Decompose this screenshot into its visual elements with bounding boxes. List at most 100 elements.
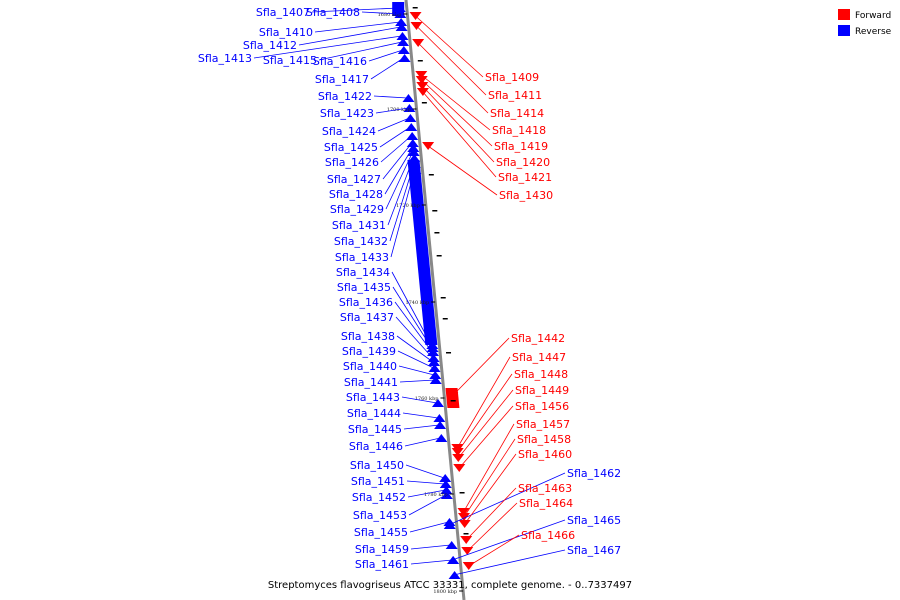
leader-line [368,49,403,62]
gene-label: Sfla_1427 [327,173,381,186]
leader-line [375,107,409,114]
reverse-gene-feature [402,94,415,102]
reverse-gene-feature [397,46,410,54]
gene-label: Sfla_1451 [351,475,405,488]
gene-label: Sfla_1450 [350,459,404,472]
legend-swatch-forward [838,9,850,20]
leader-line [361,11,400,15]
gene-label: Sfla_1464 [519,497,573,510]
leader-line [427,145,498,196]
gene-label: Sfla_1428 [329,188,383,201]
leader-line [397,350,434,369]
leader-line [318,41,403,61]
gene-label: Sfla_1438 [341,330,395,343]
reverse-gene-feature [429,371,442,379]
leader-line [465,487,517,541]
leader-line [466,502,518,552]
gene-label: Sfla_1412 [243,39,297,52]
reverse-gene-block [392,2,405,16]
kbp-ticks: 1680 kbp 1700 kbp 1720 kbp 1740 kbp 1760 kbp… [378,12,464,595]
minor-feature-mark [417,60,423,62]
tick-label: 1760 kbp [415,396,439,402]
reverse-gene-feature [398,54,411,62]
forward-gene-block [445,388,460,408]
gene-label: Sfla_1429 [330,203,384,216]
minor-feature-mark [442,318,448,320]
leader-line [387,157,414,226]
reverse-gene-feature [427,348,440,356]
reverse-gene-feature [439,480,452,488]
gene-label: Sfla_1463 [518,482,572,495]
reverse-gene-feature [407,144,420,152]
gene-label: Sfla_1439 [342,345,396,358]
reverse-gene-feature [434,421,447,429]
gene-label: Sfla_1459 [355,543,409,556]
gene-label: Sfla_1461 [355,558,409,571]
gene-label: Sfla_1417 [315,73,369,86]
leader-line [451,519,566,561]
gene-label: Sfla_1410 [259,26,313,39]
leader-line [380,135,412,163]
leader-line [398,365,435,376]
gene-label: Sfla_1452 [352,491,406,504]
gene-label: Sfla_1460 [518,448,572,461]
leader-line [379,126,411,148]
reverse-gene-block [407,160,438,345]
gene-label: Sfla_1436 [339,296,393,309]
gene-label: Sfla_1426 [325,156,379,169]
leader-line [415,15,484,78]
reverse-gene-feature [404,114,417,122]
gene-label: Sfla_1420 [496,156,550,169]
gene-label: Sfla_1455 [354,526,408,539]
leader-line [456,356,511,449]
leader-line [451,337,510,397]
leader-line [399,379,435,383]
leader-line [448,472,566,526]
genome-caption: Streptomyces flavogriseus ATCC 33331, co… [268,580,632,591]
leader-line [390,169,415,258]
gene-label: Sfla_1441 [344,376,398,389]
gene-label: Sfla_1437 [340,311,394,324]
gene-label: Sfla_1415 [263,54,317,67]
gene-label: Sfla_1442 [511,332,565,345]
gene-label: Sfla_1414 [490,107,544,120]
leader-line [403,424,440,430]
legend-swatch-reverse [838,25,850,36]
gene-label: Sfla_1409 [485,71,539,84]
reverse-gene-feature [426,344,439,352]
gene-label: Sfla_1456 [515,400,569,413]
minor-feature-mark [446,352,452,354]
gene-label: Sfla_1421 [498,171,552,184]
gene-label: Sfla_1457 [516,418,570,431]
tick-label: 1800 kbp [433,589,457,595]
gene-label: Sfla_1434 [336,266,390,279]
legend-label-reverse: Reverse [855,27,892,37]
gene-label: Sfla_1424 [322,125,376,138]
leader-line [373,95,408,99]
leader-line [408,494,447,516]
gene-label: Sfla_1449 [515,384,569,397]
gene-label: Sfla_1443 [346,391,400,404]
leader-line [422,85,495,163]
reverse-gene-feature [395,18,408,26]
leader-line [463,438,516,518]
reverse-gene-feature [407,148,420,156]
minor-feature-mark [428,174,434,176]
reverse-gene-feature [405,123,418,131]
leader-line [253,35,402,59]
reverse-gene-feature [427,358,440,366]
gene-label: Sfla_1418 [492,124,546,137]
minor-feature-mark [450,400,456,402]
legend: Forward Reverse [838,9,892,37]
leader-line [463,423,515,513]
gene-label: Sfla_1431 [332,219,386,232]
leader-line [392,286,432,349]
leader-line [385,151,414,210]
gene-label: Sfla_1453 [353,509,407,522]
minor-feature-mark [440,297,446,299]
reverse-gene-feature [396,32,409,40]
gene-label: Sfla_1419 [494,140,548,153]
leader-line [421,74,491,131]
minor-feature-mark [459,492,465,494]
